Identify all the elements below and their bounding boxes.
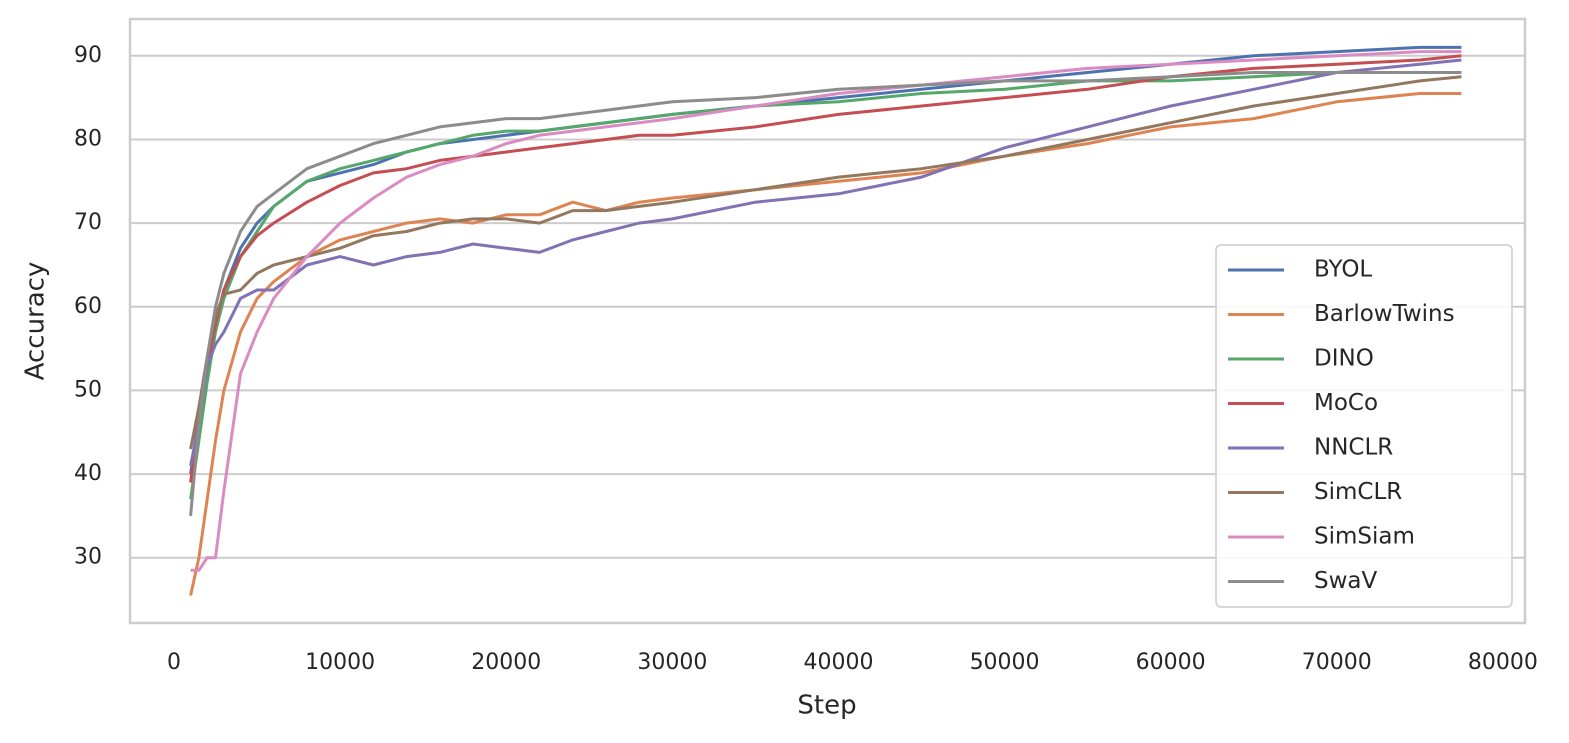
y-tick-label: 70: [74, 210, 102, 235]
legend-label: NNCLR: [1314, 435, 1393, 461]
x-tick-label: 70000: [1302, 650, 1372, 675]
series-line: [189, 45, 1462, 475]
y-tick-label: 90: [74, 43, 102, 68]
legend-label: SimSiam: [1314, 524, 1415, 550]
x-tick-label: 0: [167, 650, 181, 675]
y-tick-label: 80: [74, 126, 102, 151]
legend-label: DINO: [1314, 346, 1374, 372]
legend-label: SwaV: [1314, 568, 1378, 594]
series-line: [189, 75, 1462, 450]
legend: BYOL BarlowTwins DINO MoCo NNCLR SimCLR SimSia…: [1215, 244, 1513, 608]
series-line: [190, 50, 1462, 572]
y-tick-label: 30: [74, 545, 102, 570]
y-tick-label: 50: [74, 377, 102, 402]
y-axis-label: Accuracy: [21, 262, 51, 381]
x-tick-label: 60000: [1136, 650, 1206, 675]
y-tick-label: 60: [74, 294, 102, 319]
legend-box: [1215, 244, 1513, 608]
series-line: [189, 71, 1462, 517]
legend-label: BYOL: [1314, 257, 1372, 283]
x-tick-label: 20000: [471, 650, 541, 675]
x-tick-label: 40000: [803, 650, 873, 675]
series-line: [189, 92, 1462, 596]
x-tick-label: 30000: [637, 650, 707, 675]
x-tick-label: 80000: [1468, 650, 1538, 675]
x-tick-label: 50000: [970, 650, 1040, 675]
legend-label: MoCo: [1314, 390, 1378, 416]
y-tick-label: 40: [74, 461, 102, 486]
x-axis-label: Step: [797, 691, 856, 721]
series-line: [189, 58, 1462, 466]
legend-label: BarlowTwins: [1314, 301, 1455, 327]
legend-label: SimCLR: [1314, 479, 1402, 505]
plot-frame: [128, 17, 1527, 625]
x-tick-label: 10000: [305, 650, 375, 675]
series-line: [189, 54, 1462, 483]
